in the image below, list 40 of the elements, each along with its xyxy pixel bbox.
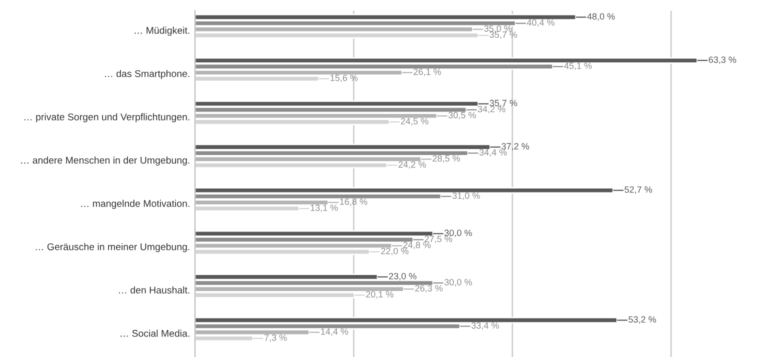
data-label: 26,3 % [415,285,443,293]
y-tick-label: … Müdigkeit. [134,26,190,36]
data-label: 35,7 % [490,31,518,39]
data-label: 26,1 % [414,68,441,76]
y-tick-label: … das Smartphone. [105,70,190,80]
data-label: 16,8 % [340,198,368,206]
data-label: 33,4 % [471,322,499,330]
data-label: 31,0 % [452,192,480,200]
y-tick-label: … Geräusche in meiner Umgebung. [36,243,190,252]
data-label: 52,7 % [624,186,652,194]
y-tick-label: … Social Media. [120,330,190,337]
data-label: 24,8 % [403,242,431,250]
data-label: 34,4 % [479,149,507,157]
data-label: 23,0 % [389,272,416,280]
data-label: 37,2 % [502,143,530,151]
data-label: 24,2 % [398,161,426,169]
data-label: 48,0 % [587,13,615,21]
data-label: 14,4 % [321,328,348,336]
data-label: 34,2 % [478,106,506,114]
y-tick-label: … andere Menschen in der Umgebung. [21,156,190,166]
y-tick-label: … mangelnde Motivation. [81,200,190,209]
data-label: 15,6 % [330,74,358,82]
data-label: 45,1 % [564,62,592,70]
data-label: 20,1 % [366,291,394,299]
data-label: 30,5 % [448,112,476,120]
data-label: 7,3 % [264,334,287,342]
data-label: 30,0 % [444,279,472,286]
data-label: 53,2 % [628,316,656,324]
y-tick-label: … den Haushalt. [119,286,190,294]
data-label: 27,5 % [424,236,452,244]
data-label: 63,3 % [708,56,736,64]
y-tick-label: … private Sorgen und Verpflichtungen. [24,113,190,122]
data-label: 35,7 % [490,100,518,108]
data-label: 35,0 % [484,25,512,33]
data-label: 30,0 % [444,230,472,238]
data-label: 24,5 % [400,118,428,126]
data-label: 22,0 % [381,248,408,256]
data-label: 40,4 % [526,19,554,27]
data-label: 13,1 % [310,204,338,212]
data-label: 28,5 % [432,155,460,163]
